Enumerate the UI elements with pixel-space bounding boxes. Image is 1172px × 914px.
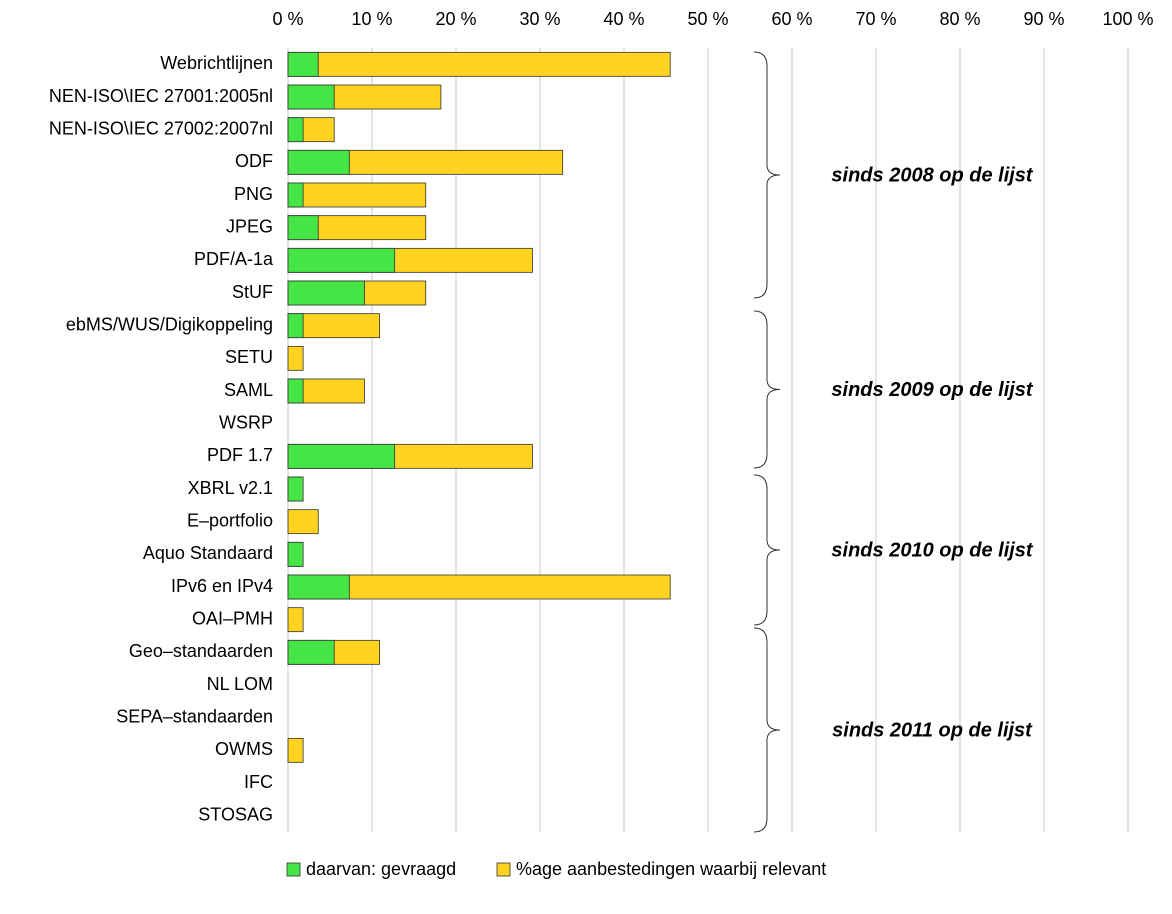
- bar: [287, 737, 304, 763]
- y-tick-label: OWMS: [215, 739, 273, 759]
- bar: [287, 117, 304, 143]
- y-tick-label: SAML: [224, 380, 273, 400]
- bar: [287, 639, 335, 665]
- bar: [287, 182, 427, 208]
- legend-swatch: [286, 862, 301, 877]
- y-tick-label: IPv6 en IPv4: [171, 576, 273, 596]
- bar: [287, 509, 319, 535]
- bar: [287, 476, 304, 502]
- y-tick-label: PDF/A-1a: [194, 249, 274, 269]
- group-label: sinds 2008 op de lijst: [831, 164, 1034, 186]
- x-tick-label: 40 %: [603, 9, 644, 29]
- group-label: sinds 2010 op de lijst: [831, 539, 1034, 561]
- x-tick-label: 50 %: [687, 9, 728, 29]
- x-tick-label: 90 %: [1023, 9, 1064, 29]
- legend-label: %age aanbestedingen waarbij relevant: [516, 859, 826, 879]
- y-tick-label: Geo–standaarden: [129, 641, 273, 661]
- y-tick-label: PDF 1.7: [207, 445, 273, 465]
- y-tick-label: NL LOM: [207, 674, 273, 694]
- y-tick-label: XBRL v2.1: [188, 478, 273, 498]
- bar: [287, 247, 396, 273]
- bar: [287, 541, 304, 567]
- brace: [753, 474, 781, 626]
- group-label: sinds 2009 op de lijst: [831, 379, 1034, 401]
- bar: [287, 84, 335, 110]
- y-tick-label: PNG: [234, 184, 273, 204]
- y-tick-label: IFC: [244, 772, 273, 792]
- x-tick-label: 20 %: [435, 9, 476, 29]
- x-tick-label: 100 %: [1102, 9, 1153, 29]
- brace: [753, 310, 781, 469]
- bar: [287, 280, 365, 306]
- y-tick-label: ODF: [235, 151, 273, 171]
- bar: [287, 607, 304, 633]
- legend-swatch: [496, 862, 511, 877]
- x-tick-label: 0 %: [272, 9, 303, 29]
- y-tick-label: JPEG: [226, 216, 273, 236]
- bar: [287, 182, 304, 208]
- y-tick-label: StUF: [232, 282, 273, 302]
- y-tick-label: WSRP: [219, 412, 273, 432]
- y-tick-label: Webrichtlijnen: [160, 53, 273, 73]
- group-label: sinds 2011 op de lijst: [832, 719, 1033, 741]
- legend-label: daarvan: gevraagd: [306, 859, 456, 879]
- x-tick-label: 80 %: [939, 9, 980, 29]
- bar: [287, 215, 319, 241]
- bar: [287, 443, 396, 469]
- y-tick-label: NEN-ISO\IEC 27001:2005nl: [49, 86, 273, 106]
- y-tick-label: OAI–PMH: [192, 608, 273, 628]
- bar: [287, 345, 304, 371]
- brace: [753, 627, 781, 833]
- y-tick-label: STOSAG: [198, 804, 273, 824]
- bar: [287, 313, 304, 339]
- y-tick-label: Aquo Standaard: [143, 543, 273, 563]
- bar: [287, 51, 319, 77]
- x-tick-label: 70 %: [855, 9, 896, 29]
- bar: [287, 51, 671, 77]
- x-tick-label: 60 %: [771, 9, 812, 29]
- bar: [287, 149, 350, 175]
- y-tick-label: SETU: [225, 347, 273, 367]
- brace: [753, 51, 781, 299]
- y-tick-label: SEPA–standaarden: [116, 706, 273, 726]
- y-tick-label: NEN-ISO\IEC 27002:2007nl: [49, 118, 273, 138]
- y-tick-label: ebMS/WUS/Digikoppeling: [66, 314, 273, 334]
- y-tick-label: E–portfolio: [187, 510, 273, 530]
- bar: [287, 574, 350, 600]
- x-tick-label: 10 %: [351, 9, 392, 29]
- x-tick-label: 30 %: [519, 9, 560, 29]
- bar: [287, 378, 304, 404]
